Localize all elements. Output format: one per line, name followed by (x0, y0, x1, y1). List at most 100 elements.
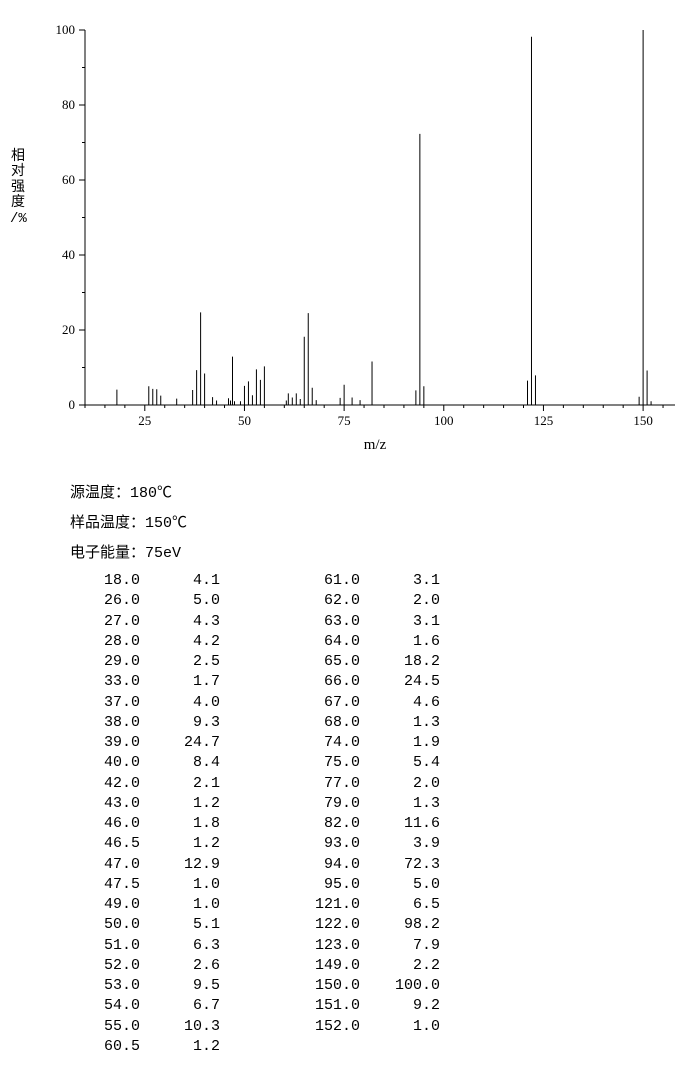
electron-energy-value: 75eV (145, 545, 181, 562)
data-row: 123.07.9 (280, 936, 440, 956)
data-row: 62.02.0 (280, 591, 440, 611)
data-row: 51.06.3 (60, 936, 220, 956)
data-mz: 52.0 (60, 956, 140, 976)
data-row: 82.011.6 (280, 814, 440, 834)
data-intensity: 11.6 (360, 814, 440, 834)
data-mz: 93.0 (280, 834, 360, 854)
data-intensity: 24.7 (140, 733, 220, 753)
spectrum-svg: 020406080100255075100125150 (40, 20, 680, 435)
data-mz: 68.0 (280, 713, 360, 733)
data-row: 18.04.1 (60, 571, 220, 591)
data-mz: 54.0 (60, 996, 140, 1016)
data-row: 95.05.0 (280, 875, 440, 895)
data-mz: 79.0 (280, 794, 360, 814)
data-mz: 40.0 (60, 753, 140, 773)
data-mz: 123.0 (280, 936, 360, 956)
data-row: 63.03.1 (280, 612, 440, 632)
data-mz: 33.0 (60, 672, 140, 692)
data-row: 42.02.1 (60, 774, 220, 794)
data-intensity: 5.4 (360, 753, 440, 773)
data-row: 37.04.0 (60, 693, 220, 713)
data-row: 152.01.0 (280, 1017, 440, 1037)
data-mz: 47.5 (60, 875, 140, 895)
svg-text:50: 50 (238, 413, 251, 428)
x-axis-label: m/z (70, 437, 680, 454)
data-intensity: 6.5 (360, 895, 440, 915)
data-intensity: 2.0 (360, 774, 440, 794)
data-row: 43.01.2 (60, 794, 220, 814)
data-intensity: 3.1 (360, 612, 440, 632)
peak-data-table: 18.04.126.05.027.04.328.04.229.02.533.01… (60, 571, 680, 1057)
electron-energy-label: 电子能量： (70, 545, 145, 562)
data-intensity: 2.5 (140, 652, 220, 672)
data-intensity: 1.7 (140, 672, 220, 692)
data-intensity: 98.2 (360, 915, 440, 935)
data-intensity: 1.0 (360, 1017, 440, 1037)
data-row: 149.02.2 (280, 956, 440, 976)
data-mz: 74.0 (280, 733, 360, 753)
data-intensity: 72.3 (360, 855, 440, 875)
data-intensity: 1.3 (360, 713, 440, 733)
svg-text:20: 20 (62, 322, 75, 337)
data-mz: 65.0 (280, 652, 360, 672)
metadata-block: 源温度：180℃ 样品温度：150℃ 电子能量：75eV (70, 479, 680, 569)
svg-text:40: 40 (62, 247, 75, 262)
sample-temp-row: 样品温度：150℃ (70, 509, 680, 539)
data-intensity: 1.9 (360, 733, 440, 753)
data-intensity: 5.0 (360, 875, 440, 895)
data-mz: 150.0 (280, 976, 360, 996)
data-mz: 61.0 (280, 571, 360, 591)
data-row: 38.09.3 (60, 713, 220, 733)
data-mz: 66.0 (280, 672, 360, 692)
data-mz: 27.0 (60, 612, 140, 632)
data-row: 50.05.1 (60, 915, 220, 935)
y-axis-label-char: 度 (10, 196, 26, 211)
data-intensity: 4.1 (140, 571, 220, 591)
data-intensity: 24.5 (360, 672, 440, 692)
data-row: 150.0100.0 (280, 976, 440, 996)
data-column-1: 18.04.126.05.027.04.328.04.229.02.533.01… (60, 571, 220, 1057)
data-mz: 121.0 (280, 895, 360, 915)
data-intensity: 4.6 (360, 693, 440, 713)
data-row: 67.04.6 (280, 693, 440, 713)
data-row: 94.072.3 (280, 855, 440, 875)
data-intensity: 1.0 (140, 895, 220, 915)
data-intensity: 1.2 (140, 1037, 220, 1057)
data-row: 52.02.6 (60, 956, 220, 976)
data-intensity: 2.2 (360, 956, 440, 976)
data-intensity: 12.9 (140, 855, 220, 875)
source-temp-row: 源温度：180℃ (70, 479, 680, 509)
data-intensity: 100.0 (360, 976, 440, 996)
data-mz: 122.0 (280, 915, 360, 935)
data-row: 79.01.3 (280, 794, 440, 814)
data-intensity: 2.1 (140, 774, 220, 794)
data-column-2: 61.0 3.162.02.063.03.164.01.665.018.266.0… (280, 571, 440, 1057)
data-intensity: 2.0 (360, 591, 440, 611)
data-mz: 60.5 (60, 1037, 140, 1057)
data-mz: 38.0 (60, 713, 140, 733)
y-axis-label-char: 对 (10, 165, 26, 180)
data-intensity: 6.3 (140, 936, 220, 956)
svg-text:100: 100 (56, 22, 76, 37)
y-axis-label: 相对强度/% (10, 150, 26, 227)
svg-text:60: 60 (62, 172, 75, 187)
data-row: 33.01.7 (60, 672, 220, 692)
data-intensity: 1.6 (360, 632, 440, 652)
data-mz: 53.0 (60, 976, 140, 996)
svg-text:100: 100 (434, 413, 454, 428)
data-row: 27.04.3 (60, 612, 220, 632)
svg-text:125: 125 (534, 413, 554, 428)
data-mz: 151.0 (280, 996, 360, 1016)
svg-text:0: 0 (69, 397, 76, 412)
data-intensity: 2.6 (140, 956, 220, 976)
data-row: 64.01.6 (280, 632, 440, 652)
data-row: 65.018.2 (280, 652, 440, 672)
data-intensity: 4.0 (140, 693, 220, 713)
data-intensity: 1.8 (140, 814, 220, 834)
data-mz: 94.0 (280, 855, 360, 875)
data-row: 26.05.0 (60, 591, 220, 611)
data-row: 60.51.2 (60, 1037, 220, 1057)
data-row: 46.01.8 (60, 814, 220, 834)
data-row: 68.01.3 (280, 713, 440, 733)
data-row: 151.09.2 (280, 996, 440, 1016)
